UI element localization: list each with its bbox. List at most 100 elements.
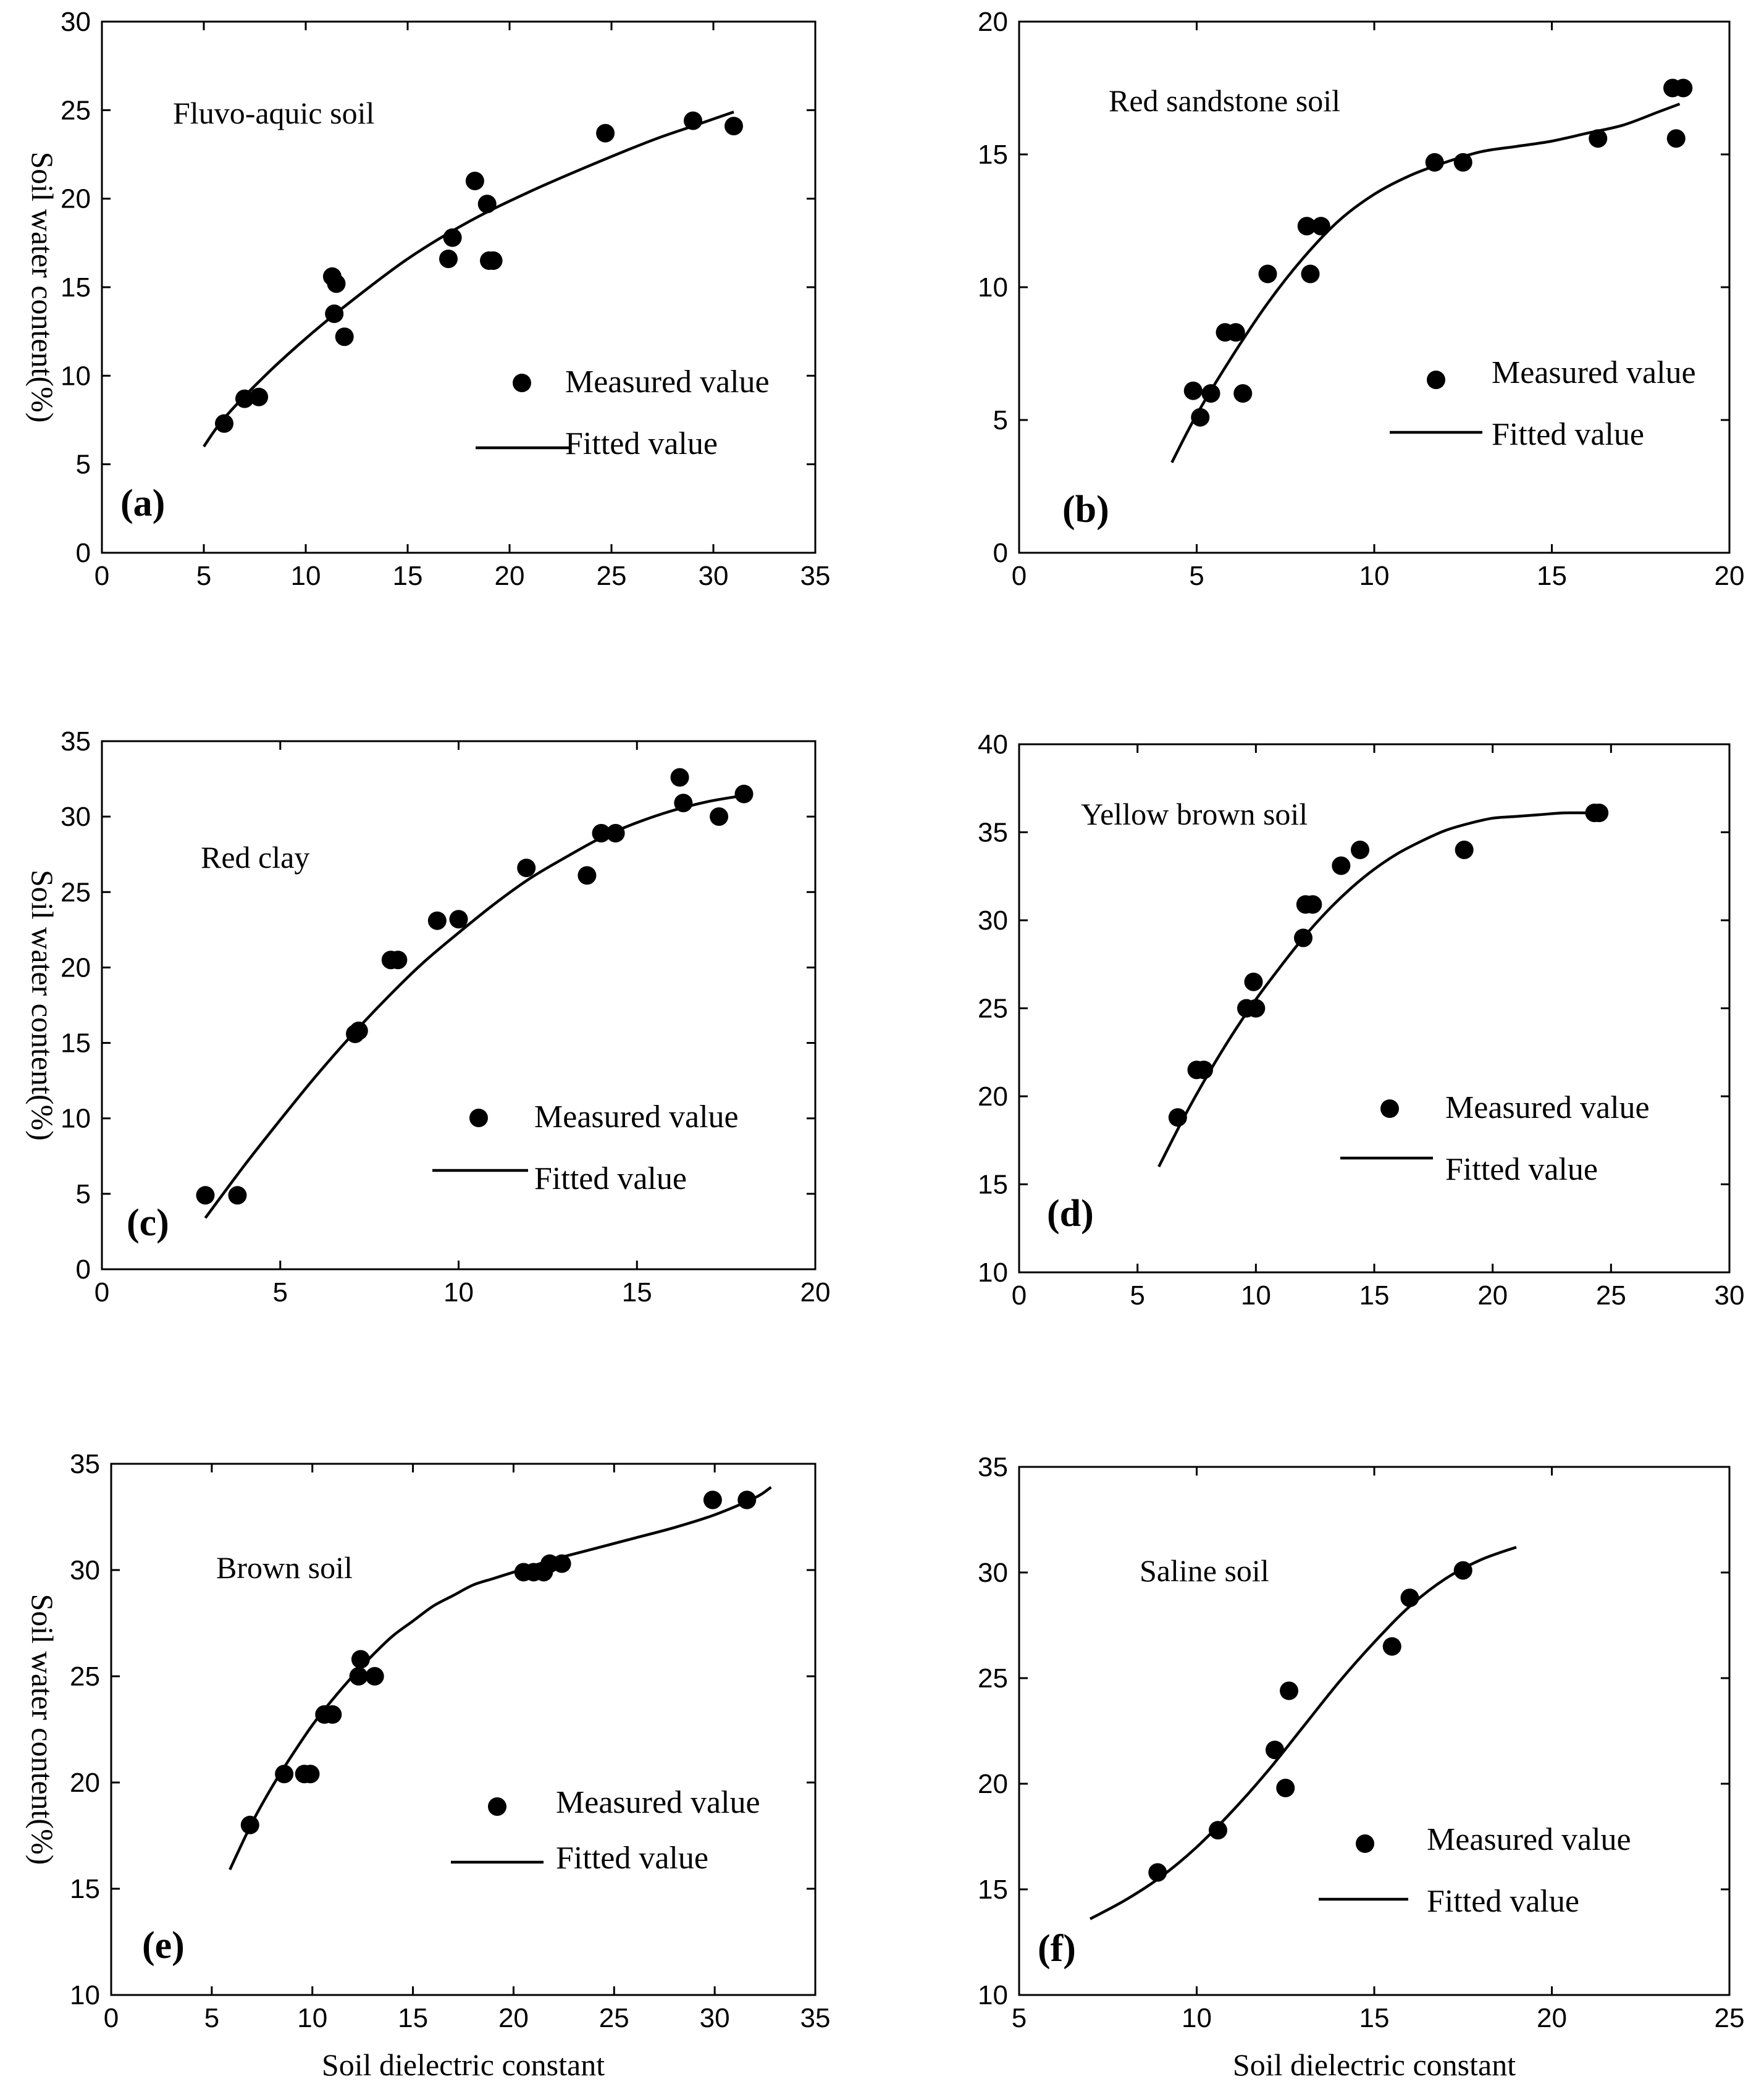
x-tick-label: 30 — [699, 561, 729, 591]
panel-label: (e) — [142, 1925, 185, 1967]
y-tick-label: 15 — [978, 140, 1008, 170]
y-tick-label: 5 — [76, 1179, 91, 1209]
y-tick-label: 35 — [61, 726, 91, 757]
measured-point — [250, 387, 269, 406]
measured-point — [734, 784, 754, 804]
measured-point — [335, 327, 354, 346]
measured-point — [1191, 408, 1210, 427]
y-tick-label: 15 — [978, 1170, 1008, 1200]
y-tick-label: 0 — [993, 538, 1008, 568]
measured-point — [323, 1705, 342, 1724]
measured-point — [724, 117, 743, 136]
y-tick-label: 10 — [61, 1104, 91, 1134]
x-tick-label: 20 — [498, 2003, 529, 2033]
measured-point — [1382, 1637, 1401, 1656]
x-tick-label: 5 — [273, 1277, 288, 1308]
legend-fitted-label: Fitted value — [1427, 1884, 1579, 1919]
measured-point — [1201, 384, 1220, 403]
x-tick-label: 20 — [1477, 1280, 1508, 1311]
soil-type-title: Brown soil — [216, 1550, 353, 1585]
measured-point — [578, 866, 597, 885]
y-tick-label: 0 — [76, 538, 91, 568]
x-tick-label: 0 — [1012, 561, 1027, 591]
panel-label: (f) — [1038, 1928, 1076, 1970]
y-tick-label: 40 — [978, 729, 1008, 760]
measured-point — [606, 824, 625, 843]
y-axis-title: Soil water content(%) — [25, 870, 60, 1141]
y-tick-label: 5 — [76, 450, 91, 480]
measured-point — [1209, 1821, 1227, 1840]
measured-point — [439, 250, 458, 269]
legend-fitted-label: Fitted value — [1492, 417, 1644, 452]
x-axis-title: Soil dielectric constant — [322, 2047, 605, 2082]
x-tick-label: 5 — [1189, 561, 1204, 591]
y-tick-label: 30 — [61, 802, 91, 832]
x-tick-label: 25 — [1715, 2003, 1745, 2033]
legend-measured-label: Measured value — [534, 1099, 739, 1135]
measured-point — [670, 768, 689, 787]
panel-c: 0 5 10 15 20 0 5 10 15 20 25 30 35 Red clay (c) Measure… — [25, 726, 830, 1308]
legend-fitted-label: Fitted value — [1445, 1152, 1598, 1187]
x-tick-label: 15 — [1359, 2003, 1390, 2033]
soil-type-title: Red sandstone soil — [1109, 83, 1340, 118]
measured-point — [1244, 972, 1263, 991]
x-tick-label: 20 — [495, 561, 525, 591]
y-tick-label: 30 — [61, 7, 91, 37]
soil-type-title: Fluvo-aquic soil — [173, 96, 374, 130]
measured-point — [1168, 1108, 1187, 1127]
x-tick-label: 10 — [1359, 561, 1390, 591]
measured-point — [1589, 129, 1608, 148]
measured-point — [1233, 384, 1253, 403]
y-tick-label: 25 — [978, 994, 1008, 1024]
measured-point — [484, 251, 503, 270]
y-tick-label: 0 — [76, 1254, 91, 1285]
measured-point — [388, 951, 408, 970]
plot-frame — [110, 1463, 817, 1996]
y-tick-label: 35 — [978, 818, 1008, 848]
panel-label: (a) — [120, 482, 165, 524]
y-tick-label: 25 — [61, 95, 91, 125]
measured-point — [1311, 217, 1330, 236]
soil-type-title: Red clay — [201, 840, 309, 875]
x-tick-label: 15 — [1359, 1280, 1390, 1311]
measured-point — [235, 389, 254, 408]
y-tick-label: 35 — [978, 1452, 1008, 1482]
measured-point — [1455, 841, 1474, 859]
measured-point — [349, 1667, 368, 1686]
measured-point — [215, 414, 233, 433]
x-tick-label: 30 — [1715, 1280, 1745, 1311]
measured-point — [674, 794, 693, 813]
measured-point — [449, 910, 468, 929]
x-tick-label: 15 — [1537, 561, 1567, 591]
legend-measured-label: Measured value — [565, 364, 770, 400]
panel-d: 0 5 10 15 20 25 30 10 15 20 25 30 35 40 Yellow brown s… — [978, 729, 1744, 1311]
measured-point — [596, 124, 615, 143]
measured-point — [325, 304, 344, 323]
x-tick-label: 15 — [622, 1277, 652, 1308]
measured-point — [477, 195, 497, 214]
measured-point — [1425, 153, 1444, 172]
x-tick-label: 10 — [1182, 2003, 1212, 2033]
y-tick-label: 20 — [978, 7, 1008, 37]
measured-point — [1226, 323, 1245, 342]
legend-marker — [1427, 371, 1445, 389]
measured-point — [240, 1815, 259, 1834]
measured-point — [327, 274, 346, 293]
x-tick-label: 10 — [297, 2003, 327, 2033]
y-tick-label: 30 — [978, 905, 1008, 936]
measured-point — [443, 228, 462, 247]
measured-point — [1666, 129, 1686, 148]
y-tick-label: 15 — [978, 1875, 1008, 1905]
measured-point — [1303, 895, 1322, 914]
measured-point — [1276, 1778, 1295, 1797]
measured-point — [1294, 928, 1312, 947]
y-tick-label: 25 — [61, 877, 91, 907]
y-tick-label: 5 — [993, 405, 1008, 435]
y-tick-label: 25 — [978, 1663, 1008, 1694]
x-tick-label: 20 — [1537, 2003, 1567, 2033]
y-tick-label: 30 — [978, 1558, 1008, 1588]
y-tick-label: 10 — [978, 1980, 1008, 2010]
x-tick-label: 35 — [800, 2003, 831, 2033]
y-tick-label: 20 — [61, 952, 91, 983]
